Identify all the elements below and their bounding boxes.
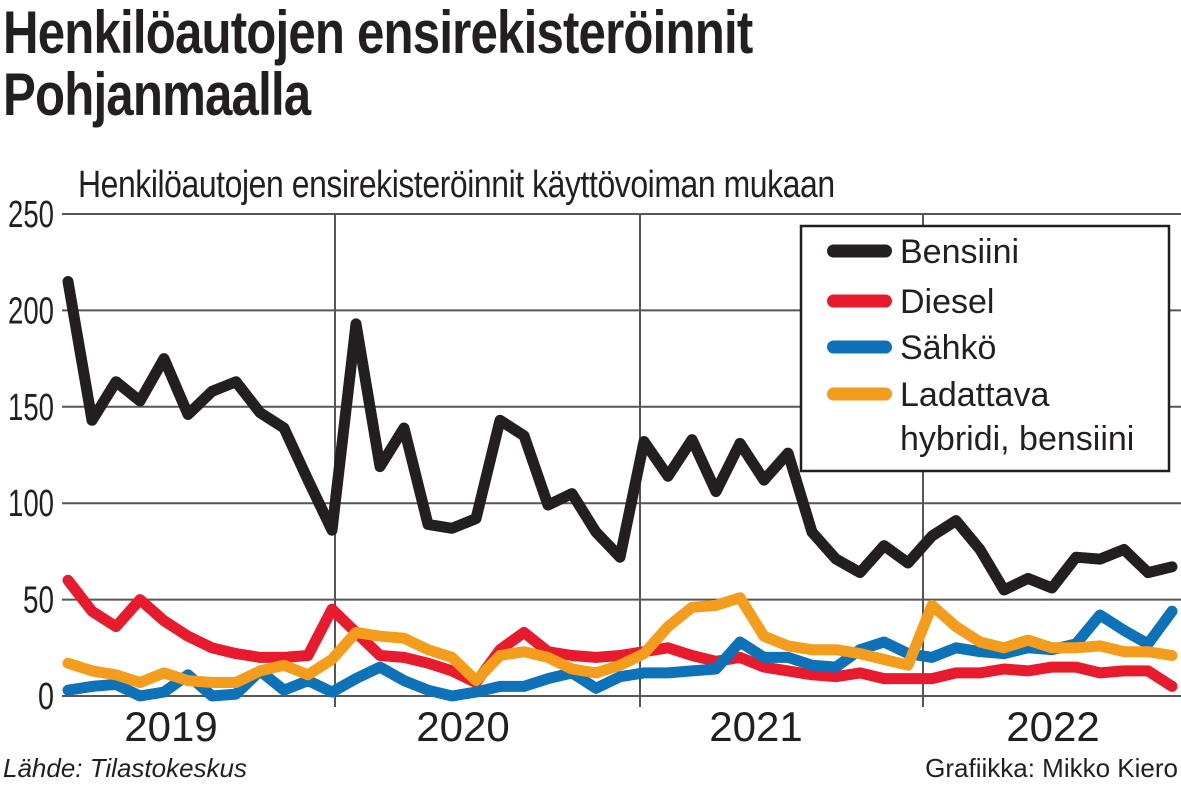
x-axis-label-2020: 2020	[416, 703, 509, 750]
series-line-ladattava-hybridi-bensiini	[62, 592, 1178, 688]
title-line-1: Henkilöautojen ensirekisteröinnit	[3, 0, 753, 66]
legend-item-s-hk-: Sähkö	[827, 329, 996, 367]
legend-label-ladattava-hybridi-bensiini: Ladattava	[900, 376, 1049, 414]
legend-item-ladattava-hybridi-bensiini: Ladattava hybridi, bensiini	[827, 376, 1134, 458]
series-lines	[62, 276, 1178, 702]
title-line-2: Pohjanmaalla	[3, 60, 311, 128]
legend-label-diesel: Diesel	[900, 283, 994, 321]
legend-item-diesel: Diesel	[827, 283, 994, 321]
legend: Bensiini Diesel Sähkö Ladattava hybridi, ben…	[799, 224, 1171, 473]
y-axis-label-100: 100	[8, 483, 54, 525]
footer: Lähde: Tilastokeskus Grafiikka: Mikko Ki…	[3, 753, 1178, 784]
series-line-diesel	[62, 574, 1178, 692]
legend-item-bensiini: Bensiini	[827, 233, 1019, 271]
legend-label-s-hk-: Sähkö	[900, 329, 996, 367]
legend-swatch-diesel	[827, 294, 892, 308]
chart-subtitle: Henkilöautojen ensirekisteröinnit käyttö…	[78, 164, 835, 206]
x-axis-label-2019: 2019	[124, 703, 217, 750]
graphics-credit: Grafiikka: Mikko Kiero	[925, 753, 1178, 783]
legend-label-bensiini: Bensiini	[900, 233, 1019, 271]
legend-label-ladattava-hybridi-bensiini-2: hybridi, bensiini	[900, 420, 1134, 458]
x-axis-label-2022: 2022	[1006, 703, 1099, 750]
series-line-bensiini	[62, 276, 1178, 596]
x-axis-labels: 2019 2020 2021 2022	[124, 703, 1099, 750]
legend-swatch-s-hk-	[827, 340, 892, 354]
y-axis-label-200: 200	[8, 290, 54, 332]
y-axis-label-250: 250	[8, 194, 54, 236]
x-axis-label-2021: 2021	[709, 703, 802, 750]
legend-swatch-ladattava-hybridi-bensiini	[827, 387, 892, 401]
y-axis-label-50: 50	[23, 580, 54, 622]
legend-swatch-bensiini	[827, 244, 892, 258]
source-credit: Lähde: Tilastokeskus	[3, 753, 248, 783]
y-axis-label-0: 0	[38, 676, 54, 718]
y-axis-label-150: 150	[8, 387, 54, 429]
page-title: Henkilöautojen ensirekisteröinnit Pohjanm…	[3, 0, 753, 128]
